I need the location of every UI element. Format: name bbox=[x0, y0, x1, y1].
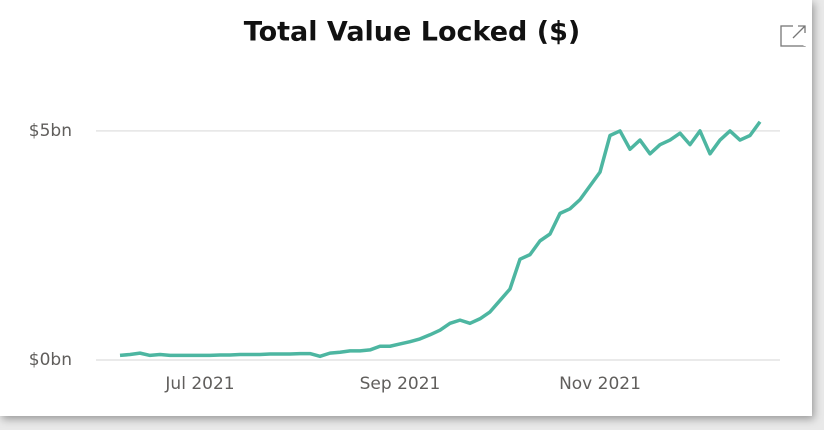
x-tick-label: Sep 2021 bbox=[360, 374, 441, 394]
chart-title: Total Value Locked ($) bbox=[244, 17, 581, 48]
x-tick-label: Jul 2021 bbox=[164, 374, 234, 394]
chart: Total Value Locked ($) $0bn $5bn Jul 2021 S… bbox=[29, 17, 807, 394]
chart-card: Total Value Locked ($) $0bn $5bn Jul 2021 S… bbox=[0, 0, 812, 416]
x-tick-label: Nov 2021 bbox=[559, 374, 641, 394]
series-line bbox=[119, 120, 762, 359]
focus-mode-icon[interactable] bbox=[780, 24, 807, 47]
icon-arrow[interactable] bbox=[792, 25, 806, 39]
y-tick-label: $5bn bbox=[29, 121, 72, 141]
y-tick-label: $0bn bbox=[29, 350, 72, 370]
